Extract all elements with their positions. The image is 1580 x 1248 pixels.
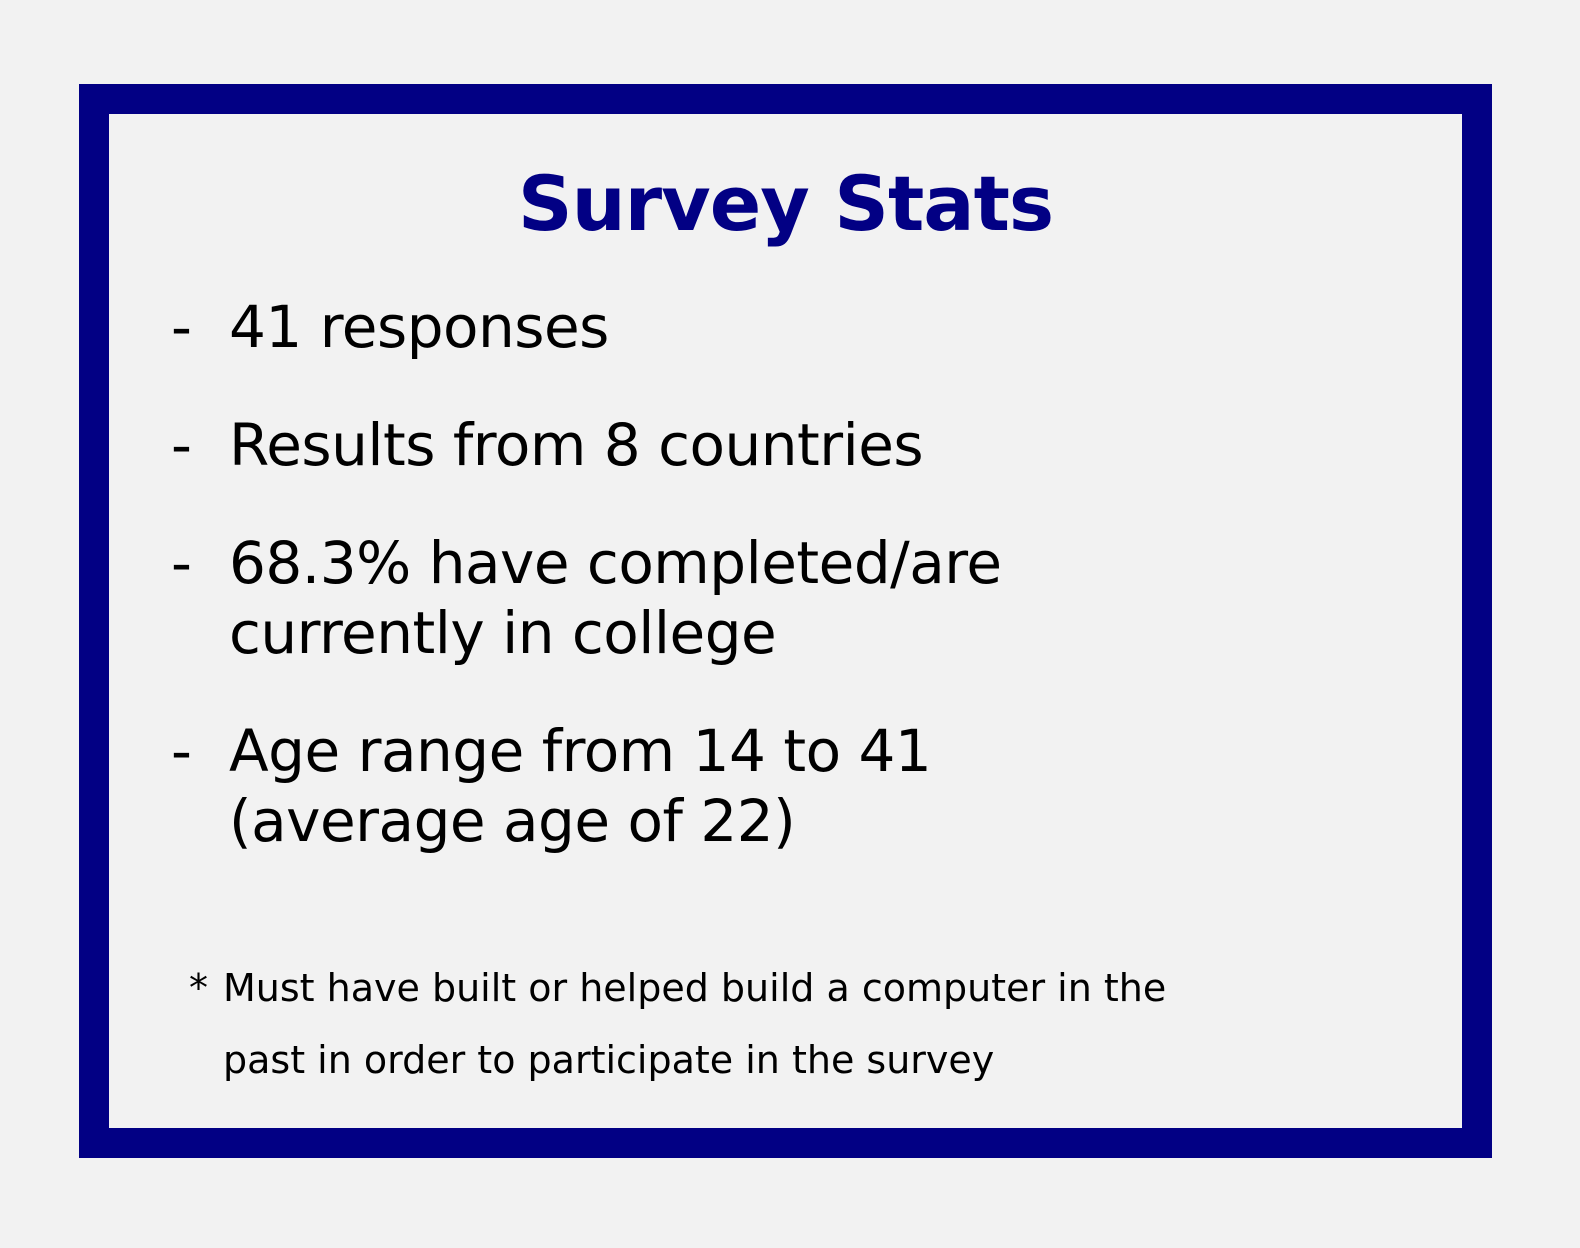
- footnote-asterisk: *: [189, 966, 208, 1010]
- stat-text-line-2: (average age of 22): [229, 787, 796, 855]
- footnote-line-1: Must have built or helped build a comput…: [223, 966, 1167, 1010]
- stat-item-countries: - Results from 8 countries: [171, 410, 1002, 480]
- stat-text-line-2: currently in college: [229, 599, 777, 667]
- bullet-dash: -: [171, 717, 192, 785]
- stat-item-college: - 68.3% have completed/are currently in …: [171, 528, 1002, 668]
- stat-text: Results from 8 countries: [229, 411, 924, 479]
- bullet-dash: -: [171, 529, 192, 597]
- bullet-dash: -: [171, 411, 192, 479]
- title: Survey Stats: [517, 159, 1054, 248]
- stat-text-line-1: Age range from 14 to 41: [229, 717, 932, 785]
- stat-text-line-1: 68.3% have completed/are: [229, 529, 1002, 597]
- bullet-dash: -: [171, 293, 192, 361]
- footnote-line-2: past in order to participate in the surv…: [223, 1038, 995, 1082]
- survey-stats-frame: Survey Stats - 41 responses - Results fr…: [79, 84, 1492, 1158]
- stat-text: 41 responses: [229, 293, 609, 361]
- stat-item-age-range: - Age range from 14 to 41 (average age o…: [171, 716, 1002, 856]
- footnote: * Must have built or helped build a comp…: [189, 952, 1166, 1096]
- stats-list: - 41 responses - Results from 8 countrie…: [171, 292, 1002, 904]
- stat-item-responses: - 41 responses: [171, 292, 1002, 362]
